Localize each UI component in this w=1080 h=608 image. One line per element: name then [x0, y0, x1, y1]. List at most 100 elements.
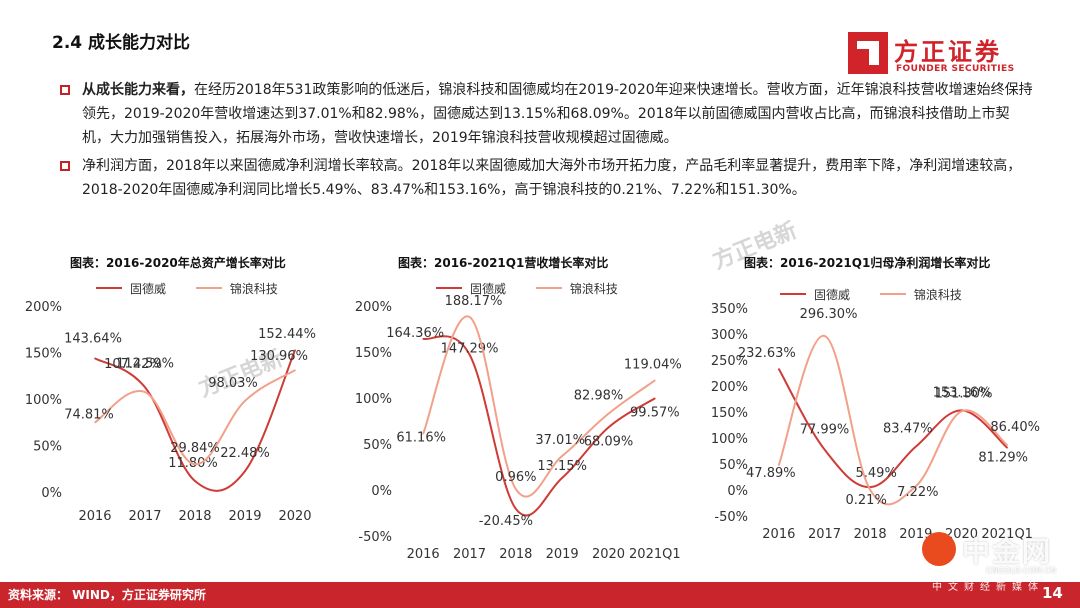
- y-tick-label: 150%: [355, 346, 392, 361]
- legend-item-jl: 锦浪科技: [195, 280, 278, 297]
- y-tick-label: 250%: [711, 354, 748, 369]
- y-tick-label: 150%: [711, 406, 748, 421]
- legend-label: 固德威: [470, 281, 507, 296]
- y-tick-label: 50%: [363, 438, 392, 453]
- cngold-logo-icon: [922, 532, 956, 566]
- footer-source: 资料来源： WIND，方正证券研究所: [8, 588, 206, 602]
- data-label: 29.84%: [170, 441, 220, 456]
- data-point: [194, 463, 196, 466]
- data-point: [244, 470, 246, 472]
- data-label: 68.09%: [584, 434, 634, 449]
- cngold-name: 中金网: [962, 535, 1053, 568]
- data-point: [960, 410, 963, 413]
- x-tick-label: 2020: [945, 527, 978, 542]
- data-label: 0.21%: [846, 493, 887, 508]
- legend-label: 固德威: [814, 287, 851, 302]
- y-tick-label: 300%: [711, 328, 748, 343]
- data-label: 188.17%: [445, 294, 503, 309]
- data-point: [144, 386, 146, 389]
- y-tick-label: 0%: [371, 484, 392, 499]
- data-point: [915, 485, 917, 488]
- data-label: 151.30%: [935, 386, 993, 401]
- data-label: 107.42%: [104, 357, 162, 372]
- data-point: [915, 445, 917, 448]
- legend-swatch: [780, 293, 806, 295]
- data-label: 0.96%: [495, 470, 536, 485]
- chart-3-legend: 固德威 锦浪科技: [780, 284, 988, 303]
- y-tick-label: -50%: [358, 530, 392, 545]
- data-point: [422, 337, 424, 340]
- data-point: [94, 357, 96, 360]
- page-number: 14: [1042, 584, 1063, 602]
- chart-3-title: 图表：2016-2021Q1归母净利润增长率对比: [744, 256, 991, 270]
- x-tick-label: 2016: [78, 509, 111, 524]
- data-point: [468, 316, 471, 318]
- data-point: [1006, 446, 1008, 449]
- data-label: 232.63%: [738, 346, 796, 361]
- page-title: 2.4 成长能力对比: [52, 33, 191, 53]
- legend-label: 固德威: [130, 281, 167, 296]
- data-point: [515, 508, 517, 510]
- legend-item-gdw: 固德威: [96, 280, 166, 297]
- data-point: [422, 432, 424, 435]
- legend-swatch: [436, 287, 462, 289]
- y-tick-label: 50%: [33, 440, 62, 455]
- data-point: [144, 391, 146, 393]
- legend-label: 锦浪科技: [913, 287, 962, 302]
- legend-item-gdw: 固德威: [436, 280, 506, 297]
- data-label: 5.49%: [856, 466, 897, 481]
- chart-2-legend: 固德威 锦浪科技: [436, 278, 644, 297]
- series-line-gdw: [422, 335, 656, 517]
- x-tick-label: 2021Q1: [629, 547, 681, 562]
- data-label: 143.64%: [64, 331, 122, 346]
- bullet-text: 在经历2018年531政策影响的低迷后，锦浪科技和固德威均在2019-2020年…: [82, 82, 1033, 146]
- data-label: 296.30%: [800, 307, 858, 322]
- x-tick-label: 2018: [178, 509, 211, 524]
- data-label: 7.22%: [897, 485, 938, 500]
- data-label: 74.81%: [64, 407, 114, 422]
- data-label: 37.01%: [535, 433, 585, 448]
- data-label: 82.98%: [574, 389, 624, 404]
- x-tick-label: 2016: [762, 527, 795, 542]
- data-point: [823, 448, 826, 451]
- data-label: 22.48%: [220, 446, 270, 461]
- x-tick-label: 2017: [453, 547, 486, 562]
- data-point: [1006, 444, 1008, 446]
- legend-label: 锦浪科技: [569, 281, 618, 296]
- bullet-text: 净利润方面，2018年以来固德威净利润增长率较高。2018年以来固德威加大海外市…: [82, 158, 1022, 198]
- data-label: 112.59%: [116, 356, 174, 371]
- data-point: [515, 488, 517, 490]
- bullet-net-profit: 净利润方面，2018年以来固德威净利润增长率较高。2018年以来固德威加大海外市…: [60, 154, 1035, 202]
- data-point: [607, 426, 610, 429]
- chart-total-assets-growth: 0% 50% 100% 150% 200% 2016 2017 2018 2019 2020 143…: [25, 300, 316, 524]
- data-label: 47.89%: [746, 466, 796, 481]
- cngold-tagline: 中文财经新媒体: [932, 582, 1044, 593]
- y-tick-label: 50%: [719, 458, 748, 473]
- data-label: 99.57%: [630, 405, 680, 420]
- y-tick-label: -50%: [714, 510, 748, 525]
- chart-1-legend: 固德威 锦浪科技: [96, 278, 304, 297]
- logo-text-en: FOUNDER SECURITIES: [896, 64, 1015, 74]
- bullet-square-icon: [60, 85, 70, 95]
- data-label: 98.03%: [208, 376, 258, 391]
- data-point: [294, 369, 296, 372]
- legend-label: 锦浪科技: [229, 281, 278, 296]
- data-label: 153.16%: [933, 385, 991, 400]
- data-point: [468, 353, 471, 356]
- data-label: 152.44%: [258, 327, 316, 342]
- data-point: [869, 489, 871, 491]
- x-tick-label: 2018: [854, 527, 887, 542]
- founder-logo: 方正证券 FOUNDER SECURITIES: [848, 32, 1038, 78]
- data-label: 119.04%: [624, 357, 682, 372]
- x-tick-label: 2020: [592, 547, 625, 562]
- founder-logo-icon: [848, 32, 888, 74]
- x-tick-label: 2019: [546, 547, 579, 562]
- y-tick-label: 100%: [355, 392, 392, 407]
- data-label: 77.99%: [800, 422, 850, 437]
- y-tick-label: 100%: [711, 432, 748, 447]
- data-point: [561, 477, 563, 479]
- data-point: [561, 455, 563, 457]
- bullet-growth: 从成长能力来看，在经历2018年531政策影响的低迷后，锦浪科技和固德威均在20…: [60, 78, 1035, 150]
- x-tick-label: 2018: [499, 547, 532, 562]
- chart-1-title: 图表：2016-2020年总资产增长率对比: [70, 256, 286, 270]
